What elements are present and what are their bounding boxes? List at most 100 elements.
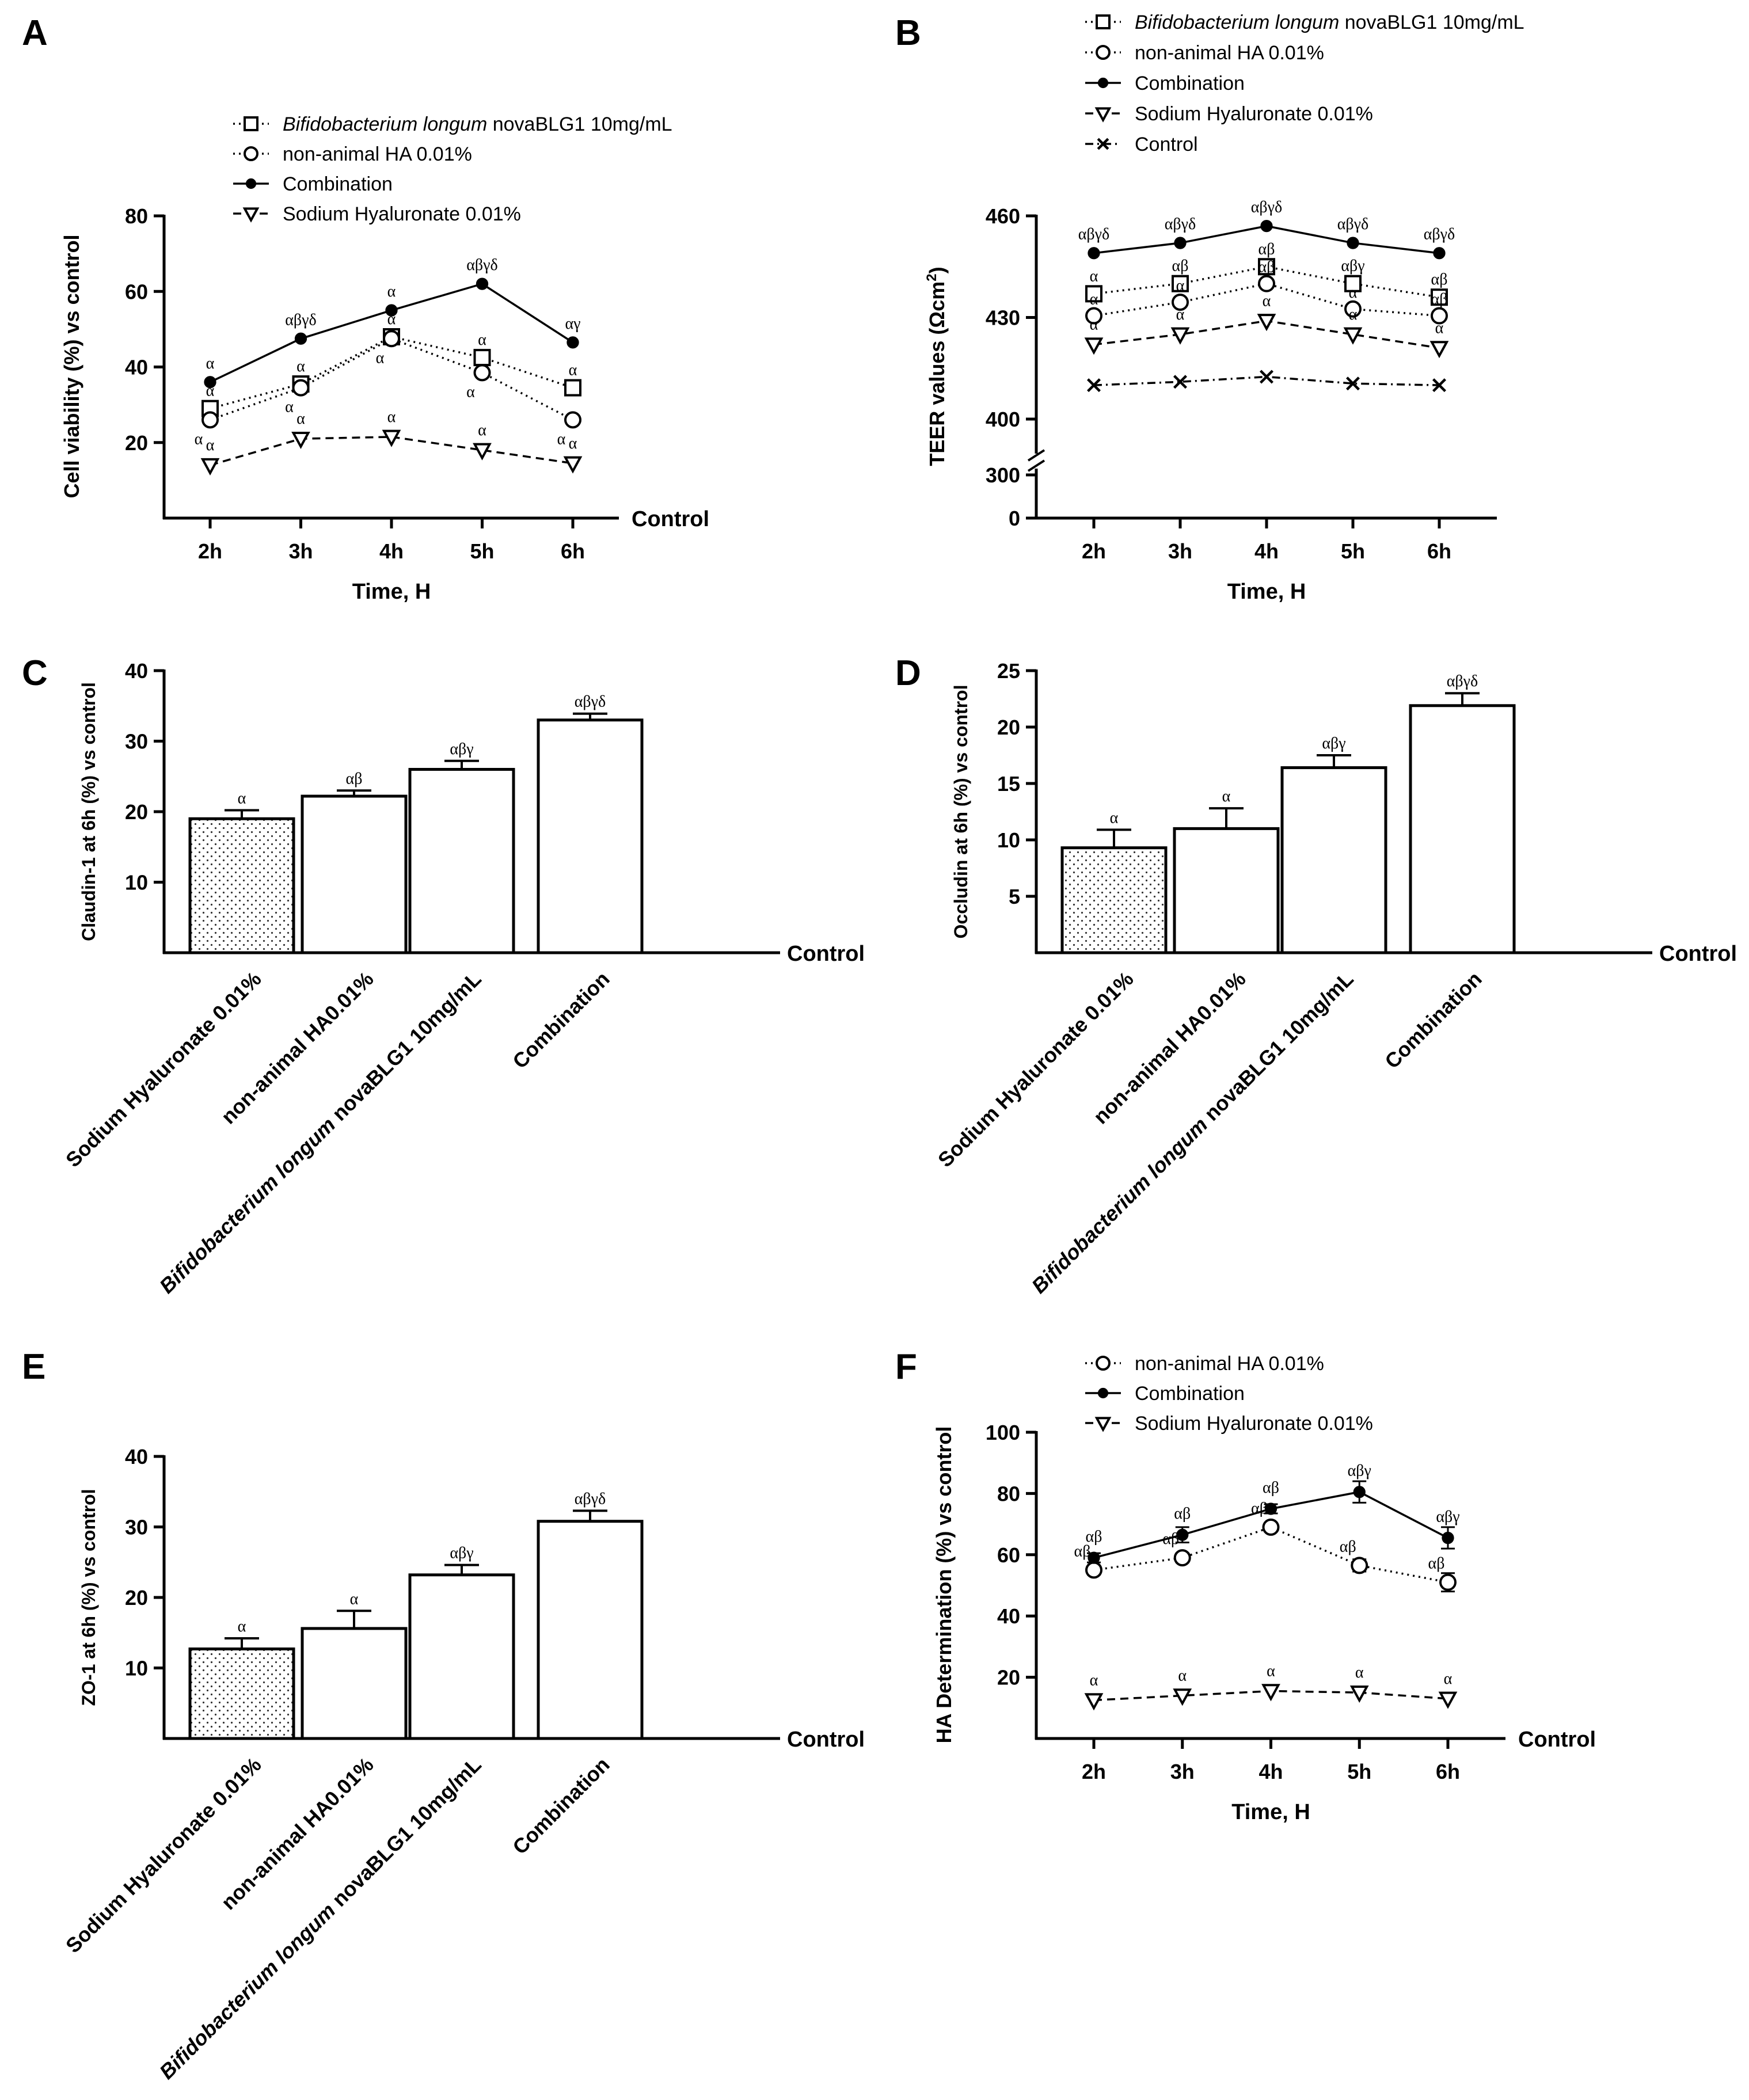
annotation-B-0-3: αβγ bbox=[1341, 257, 1364, 275]
y-axis-title-end: ) bbox=[925, 267, 949, 273]
data-point-B-4-1 bbox=[1173, 375, 1187, 389]
data-point-B-1-4 bbox=[1431, 307, 1448, 325]
category-label-D-0: Sodium Hyaluronate 0.01% bbox=[933, 967, 1138, 1172]
annotation-A-2-3: αβγδ bbox=[466, 256, 497, 274]
y-tick-label-F: 100 bbox=[986, 1421, 1020, 1444]
y-tick-label-F: 60 bbox=[997, 1543, 1020, 1567]
data-point-F-2-4 bbox=[1438, 1691, 1458, 1709]
legend-label-A-0: Bifidobacterium longum novaBLG1 10mg/mL bbox=[283, 113, 672, 135]
annotation-C-1: αβ bbox=[346, 770, 363, 788]
data-point-A-1-3 bbox=[473, 364, 491, 382]
annotation-A-2-4: αγ bbox=[565, 315, 580, 333]
error-bar-E-2 bbox=[444, 1563, 479, 1575]
legend-label-B-0-italic: Bifidobacterium longum bbox=[1135, 12, 1339, 33]
annotation-B-1-3: α bbox=[1349, 284, 1358, 302]
data-point-A-2-4 bbox=[566, 336, 579, 349]
data-point-B-2-4 bbox=[1433, 247, 1446, 260]
annotation-B-3-4: α bbox=[1435, 319, 1444, 337]
annotation-A-1-3: α bbox=[466, 383, 475, 401]
data-point-F-1-2 bbox=[1264, 1502, 1277, 1515]
series-A-0: α α α α α bbox=[201, 310, 581, 417]
y-tick-label-D: 10 bbox=[997, 828, 1020, 852]
annotation-B-2-1: αβγδ bbox=[1165, 215, 1196, 233]
bar-D-1 bbox=[1173, 827, 1280, 954]
data-point-A-1-2 bbox=[383, 330, 400, 348]
error-bar-C-1 bbox=[337, 789, 371, 797]
axis-break-mark bbox=[1027, 449, 1045, 472]
data-point-B-2-1 bbox=[1174, 237, 1187, 249]
annotation-F-1-1: αβ bbox=[1174, 1505, 1191, 1523]
series-A-3: αα ααα bbox=[200, 408, 583, 475]
annotation-A-3-4: α bbox=[569, 435, 577, 452]
category-label-C-3: Combination bbox=[508, 967, 614, 1074]
annotation-A-1-0: α bbox=[195, 430, 203, 448]
annotation-D-3: αβγδ bbox=[1447, 672, 1478, 690]
annotation-B-0-1: αβ bbox=[1172, 257, 1189, 275]
x-tick-label-A: 6h bbox=[561, 539, 585, 563]
y-axis-title-F: HA Determination (%) vs control bbox=[932, 1426, 956, 1744]
data-point-F-1-0 bbox=[1088, 1551, 1100, 1564]
data-point-A-2-2 bbox=[385, 304, 398, 317]
data-point-B-0-2 bbox=[1258, 258, 1275, 276]
annotation-D-2: αβγ bbox=[1322, 735, 1345, 752]
data-point-A-3-1 bbox=[291, 431, 310, 450]
data-point-F-0-1 bbox=[1173, 1549, 1191, 1567]
category-label-E-0: Sodium Hyaluronate 0.01% bbox=[61, 1753, 266, 1958]
annotation-F-2-0: α bbox=[1090, 1672, 1098, 1690]
legend-marker-B-3 bbox=[1094, 107, 1112, 123]
data-point-A-0-3 bbox=[473, 349, 491, 367]
annotation-B-3-3: α bbox=[1349, 306, 1358, 324]
legend-label-F-2: Sodium Hyaluronate 0.01% bbox=[1135, 1413, 1373, 1435]
data-point-A-3-0 bbox=[200, 458, 220, 475]
y-axis-title-D: Occludin at 6h (%) vs control bbox=[950, 685, 971, 939]
data-point-F-0-2 bbox=[1262, 1518, 1280, 1536]
error-bar-D-1 bbox=[1209, 807, 1244, 829]
y-tick-label-A: 60 bbox=[125, 280, 148, 303]
data-point-A-2-1 bbox=[294, 332, 307, 345]
baseline-label-D: Control bbox=[1659, 942, 1737, 966]
y-tick-label-D: 15 bbox=[997, 772, 1020, 796]
error-bar-E-0 bbox=[225, 1637, 259, 1649]
chart-panel-E: Control 10 20 30 40 ZO-1 at 6h (%) vs control… bbox=[61, 1445, 865, 2084]
bar-C-1 bbox=[301, 794, 408, 954]
legend-label-F-1-rest: Combination bbox=[1135, 1383, 1245, 1405]
annotation-A-0-1: α bbox=[296, 357, 305, 375]
data-point-B-3-3 bbox=[1343, 327, 1363, 345]
legend-label-A-3: Sodium Hyaluronate 0.01% bbox=[283, 203, 521, 225]
chart-panel-A: 20 40 60 80 2h 3h 4h 5h 6h Time, H Control Cell via… bbox=[60, 113, 709, 604]
y-tick-label-B: 400 bbox=[986, 408, 1020, 431]
category-label-C-0: Sodium Hyaluronate 0.01% bbox=[61, 967, 266, 1172]
error-bar-D-3 bbox=[1445, 692, 1480, 706]
annotation-B-1-4: αβ bbox=[1431, 291, 1448, 309]
x-tick-label-F: 3h bbox=[1170, 1760, 1195, 1783]
series-line-A-0 bbox=[210, 336, 573, 410]
category-label-E-2-italic: Bifidobacterium longum bbox=[155, 1899, 340, 2084]
y-tick-label-B: 0 bbox=[1009, 507, 1020, 530]
data-point-F-0-3 bbox=[1351, 1557, 1368, 1574]
data-point-F-2-1 bbox=[1173, 1688, 1192, 1706]
legend-label-F-0: non-animal HA 0.01% bbox=[1135, 1353, 1324, 1375]
legend-marker-A-0 bbox=[244, 116, 258, 131]
data-point-A-1-0 bbox=[201, 411, 219, 429]
y-tick-label-C: 30 bbox=[125, 730, 148, 754]
legend-marker-B-2 bbox=[1097, 77, 1109, 89]
baseline-label-A: Control bbox=[632, 507, 709, 531]
bar-E-1 bbox=[301, 1627, 408, 1740]
series-B-2: αβγδ αβγδ αβγδ αβγδ αβγδ bbox=[1078, 199, 1455, 260]
annotation-B-1-1: α bbox=[1176, 277, 1185, 295]
annotation-B-0-2: αβ bbox=[1258, 240, 1275, 258]
annotation-B-1-2: αβ bbox=[1258, 258, 1275, 276]
legend-label-B-2: Combination bbox=[1135, 73, 1245, 94]
legend-marker-B-1 bbox=[1096, 45, 1111, 60]
bar-D-2 bbox=[1280, 766, 1387, 954]
data-point-B-3-4 bbox=[1429, 341, 1449, 359]
y-tick-label-B: 430 bbox=[986, 306, 1020, 330]
series-line-B-0 bbox=[1093, 265, 1440, 298]
series-line-A-1 bbox=[210, 337, 573, 421]
bar-C-3 bbox=[537, 718, 644, 954]
legend-label-B-4-rest: Control bbox=[1135, 134, 1198, 155]
data-point-F-2-3 bbox=[1349, 1685, 1369, 1703]
x-tick-label-A: 3h bbox=[288, 539, 313, 563]
